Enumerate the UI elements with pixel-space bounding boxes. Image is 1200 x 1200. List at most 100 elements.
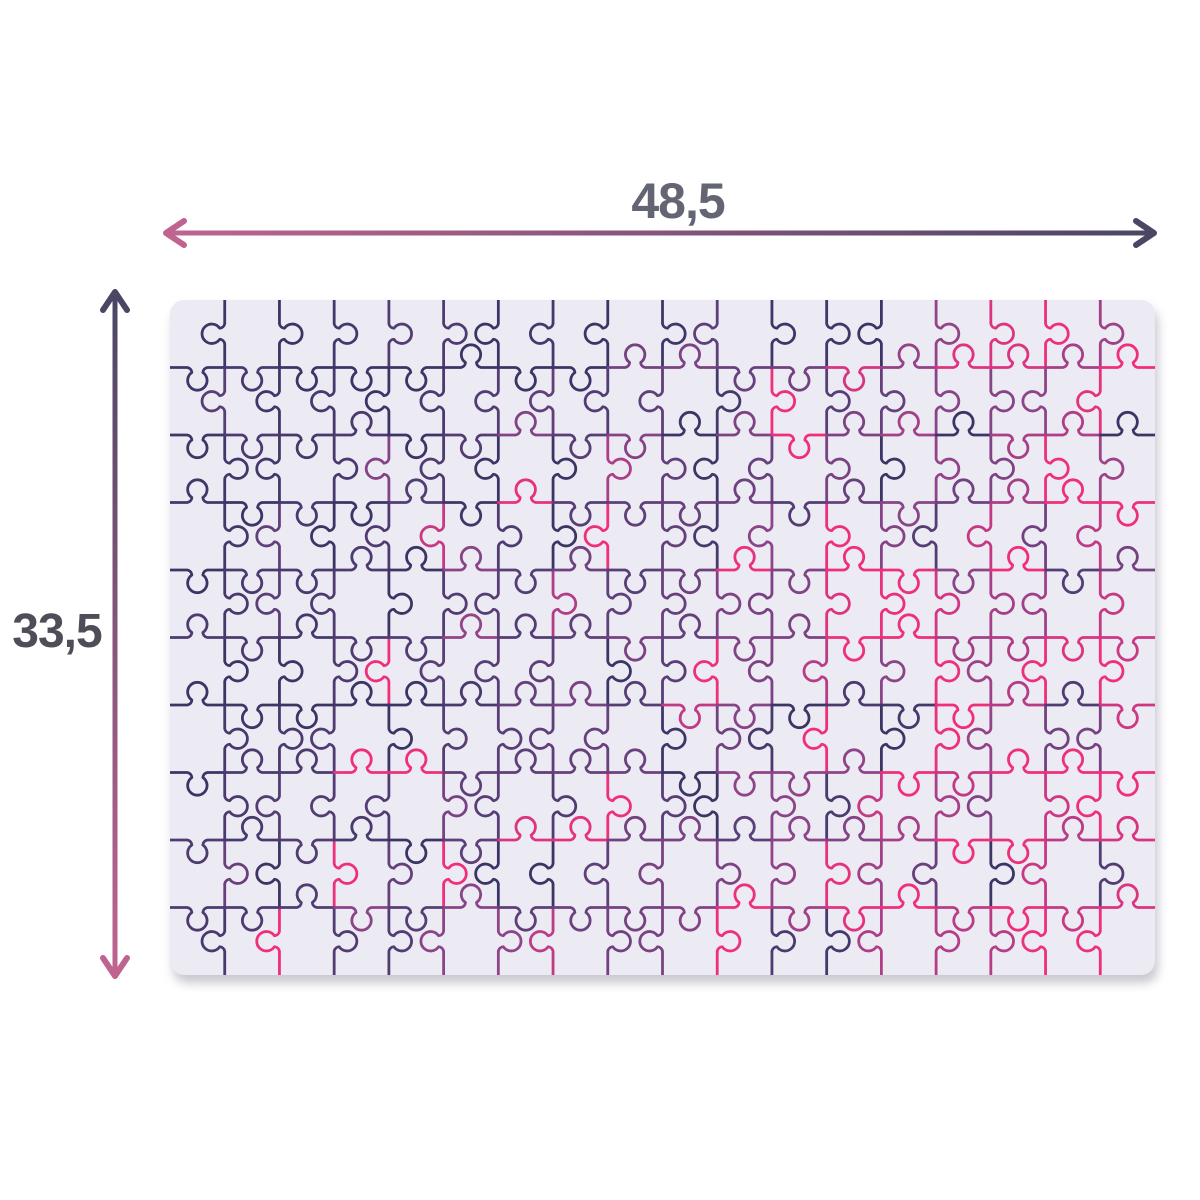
puzzle-edge [715, 366, 774, 392]
puzzle-edge [934, 343, 993, 369]
puzzle-edge [1076, 703, 1102, 774]
puzzle-edge [825, 771, 851, 842]
puzzle-edge [879, 883, 938, 909]
puzzle-edge [1098, 300, 1125, 369]
puzzle-edge [989, 433, 1047, 460]
puzzle-edge [1021, 366, 1047, 437]
puzzle-edge [879, 613, 938, 639]
puzzle-edge [1098, 636, 1125, 707]
puzzle-edge [606, 680, 664, 707]
puzzle-edge [551, 433, 578, 504]
puzzle-edge [223, 906, 281, 932]
puzzle-edge [606, 343, 664, 369]
puzzle-edge [1098, 883, 1155, 909]
puzzle-edge [1044, 568, 1102, 595]
puzzle-edge [825, 838, 851, 909]
puzzle-edge [200, 366, 227, 437]
puzzle-edge [474, 433, 500, 504]
puzzle-edge [496, 568, 555, 595]
height-dimension-label: 33,5 [12, 605, 102, 658]
puzzle-edge [879, 703, 906, 774]
puzzle-edge [496, 501, 523, 572]
puzzle-edge [879, 366, 906, 437]
puzzle-edge [879, 433, 906, 504]
puzzle-edge [529, 906, 555, 975]
puzzle-edge [387, 838, 413, 909]
puzzle-edge [1044, 771, 1070, 842]
arrowhead-left-icon [163, 218, 187, 248]
puzzle-edge [278, 568, 336, 595]
puzzle-edge [364, 771, 391, 842]
puzzle-edge [529, 300, 555, 369]
puzzle-edge [387, 568, 413, 639]
puzzle-edge [638, 366, 664, 437]
puzzle-edge [223, 433, 281, 460]
puzzle-edge [310, 366, 336, 437]
puzzle-edge [583, 703, 610, 774]
puzzle-edge [200, 906, 227, 975]
puzzle-edge [879, 410, 938, 437]
puzzle-edge [989, 568, 1015, 639]
puzzle-edge [1044, 478, 1102, 504]
puzzle-edge [934, 568, 961, 639]
puzzle-edge [747, 636, 774, 707]
puzzle-edge [934, 433, 961, 504]
puzzle-edge [661, 568, 719, 595]
puzzle-edge [551, 366, 610, 392]
puzzle-edge [332, 815, 391, 842]
puzzle-edge [825, 906, 883, 932]
puzzle-edge [364, 366, 391, 437]
puzzle-edge [442, 433, 500, 460]
puzzle-edge [715, 815, 774, 842]
puzzle-edge [857, 300, 883, 369]
puzzle-edge [934, 838, 993, 865]
puzzle-edge [934, 478, 993, 504]
puzzle-edge [825, 366, 851, 437]
puzzle-edge [170, 771, 227, 797]
puzzle-edge [661, 703, 687, 774]
puzzle-edge [661, 636, 687, 707]
puzzle-edge [278, 703, 304, 774]
puzzle-edge [802, 703, 829, 774]
puzzle-edge [170, 478, 227, 504]
puzzle-edge [278, 613, 336, 639]
puzzle-edge [825, 433, 851, 504]
puzzle-edge [442, 838, 468, 909]
puzzle-edge [474, 300, 500, 369]
puzzle-edge [387, 433, 446, 460]
puzzle-edge [934, 771, 961, 842]
puzzle-edge [1044, 815, 1102, 842]
puzzle-edge [934, 410, 993, 437]
puzzle-edge [989, 478, 1047, 504]
puzzle-edge [879, 815, 938, 842]
puzzle-edge [332, 366, 391, 392]
puzzle-edge [1044, 680, 1102, 707]
puzzle-edge [1098, 568, 1125, 639]
puzzle-edge [825, 636, 883, 662]
puzzle-edge [989, 748, 1047, 774]
puzzle-edge [1044, 636, 1102, 662]
puzzle-edge [770, 568, 829, 595]
puzzle-edge [606, 433, 664, 460]
puzzle-edge [934, 568, 993, 595]
puzzle-edge [606, 748, 664, 774]
puzzle-edge [715, 771, 774, 797]
puzzle-edge [966, 636, 993, 707]
puzzle-edge [747, 568, 774, 639]
puzzle-edge [661, 433, 687, 504]
puzzle-edge [442, 771, 500, 797]
puzzle-edge [170, 838, 227, 865]
puzzle-edge [966, 703, 993, 774]
puzzle-edge [551, 613, 610, 639]
puzzle-edge [442, 568, 468, 639]
puzzle-edge [715, 366, 742, 437]
puzzle-edge [223, 366, 281, 392]
puzzle-edge [879, 771, 938, 797]
puzzle-edge [770, 433, 829, 460]
puzzle-edge [747, 501, 774, 572]
puzzle-edge [989, 838, 1047, 865]
puzzle-edge [278, 433, 336, 460]
puzzle-edge [912, 501, 938, 572]
puzzle-edge [278, 703, 336, 730]
puzzle-edge [1021, 906, 1047, 975]
